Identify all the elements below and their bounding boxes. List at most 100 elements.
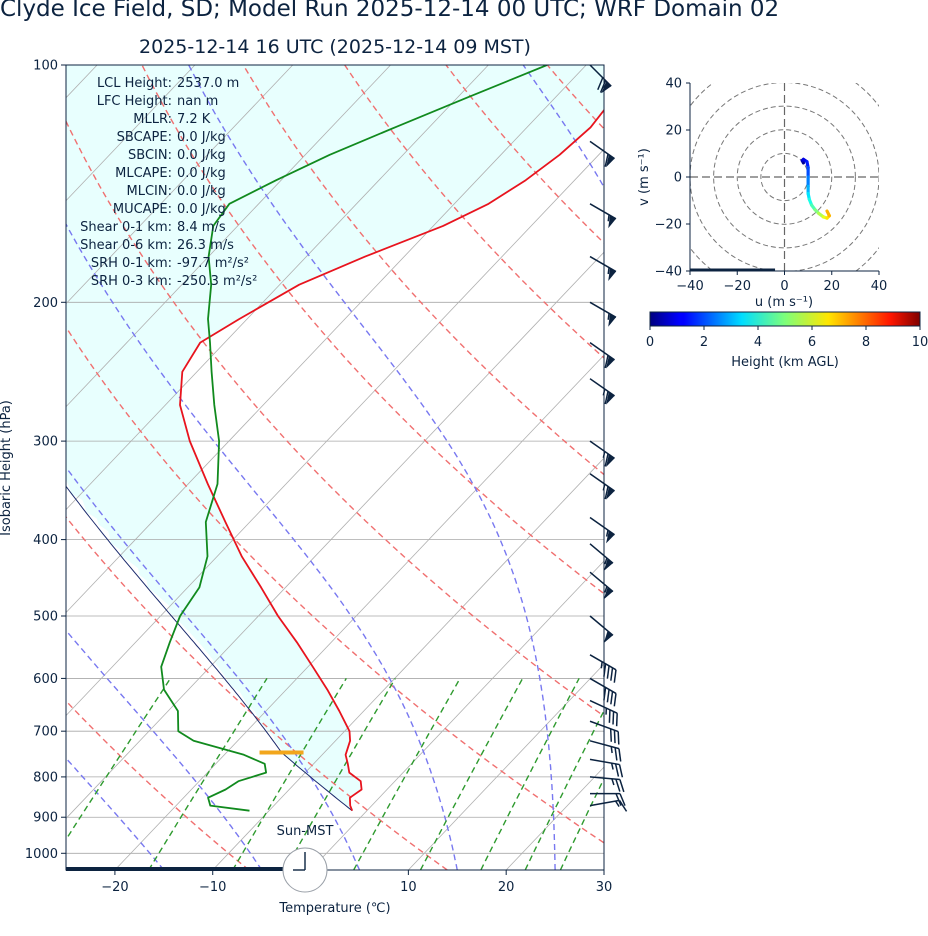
hodograph-ring <box>690 83 879 271</box>
clock-label: Sun-MST <box>277 824 334 839</box>
mixing-ratio-line <box>419 678 524 870</box>
time-clock-icon <box>282 847 328 893</box>
y-tick-label: 100 <box>33 59 58 74</box>
x-tick-label: 20 <box>498 880 515 895</box>
hodograph-x-tick-label: −40 <box>676 279 703 294</box>
hodograph-segment <box>825 209 831 218</box>
wind-barb <box>589 64 612 94</box>
isotherm-gridline <box>114 354 604 870</box>
hodograph-y-tick-label: −40 <box>655 265 682 280</box>
isotherm-gridline <box>603 869 604 870</box>
colorbar-label: Height (km AGL) <box>731 355 839 370</box>
dry-adiabat-line <box>649 65 928 870</box>
wind-barb <box>589 758 624 778</box>
mixing-ratio-line <box>353 678 461 870</box>
stat-label: Shear 0-6 km: <box>80 238 172 253</box>
wind-barb <box>589 342 616 369</box>
y-tick-label: 800 <box>33 770 58 785</box>
stat-label: SBCAPE: <box>117 130 172 145</box>
hodograph-x-tick-label: 20 <box>823 279 840 294</box>
y-axis-label: Isobaric Height (hPa) <box>0 400 14 536</box>
y-tick-label: 500 <box>33 609 58 624</box>
wind-barb <box>589 473 616 500</box>
wind-barb <box>589 440 616 468</box>
dry-adiabat-line <box>66 325 604 844</box>
wind-barb <box>589 799 628 812</box>
colorbar-tick-label: 4 <box>754 335 762 350</box>
stat-value: 0.0 J/kg <box>177 148 226 163</box>
dry-adiabat-line <box>242 65 604 476</box>
wind-barb <box>589 720 620 745</box>
stat-value: 8.4 m/s <box>177 220 226 235</box>
wind-barb <box>589 516 616 544</box>
colorbar-tick-label: 2 <box>700 335 708 350</box>
y-tick-label: 700 <box>33 725 58 740</box>
isotherm-gridline <box>66 251 604 820</box>
hodograph-y-tick-label: −20 <box>655 218 682 233</box>
moist-adiabat-line <box>188 65 556 870</box>
x-tick-label: 10 <box>400 880 417 895</box>
chart-title: Clyde Ice Field, SD; Model Run 2025-12-1… <box>0 0 780 22</box>
isotherm-gridline <box>310 560 604 870</box>
dewpoint-profile-line <box>160 65 548 812</box>
hodograph-y-label: v (m s⁻¹) <box>637 148 652 206</box>
stat-value: 0.0 J/kg <box>177 184 226 199</box>
mixing-ratio-line <box>524 709 604 870</box>
mixing-ratio-line <box>66 678 171 841</box>
x-tick-label: −20 <box>101 880 128 895</box>
stat-label: LFC Height: <box>97 94 172 109</box>
isotherm-gridline <box>408 663 604 870</box>
dry-adiabat-line <box>66 699 250 870</box>
stat-label: MLCIN: <box>127 184 172 199</box>
mixing-ratio-line <box>559 776 604 870</box>
dry-adiabat-line <box>750 65 928 870</box>
y-tick-label: 900 <box>33 811 58 826</box>
hodograph-ring <box>713 105 856 249</box>
mixing-ratio-line <box>232 678 347 870</box>
stat-label: SBCIN: <box>128 148 172 163</box>
stat-label: MUCAPE: <box>113 202 172 217</box>
colorbar-tick-label: 8 <box>862 335 870 350</box>
wind-barb <box>589 301 617 327</box>
y-tick-label: 400 <box>33 533 58 548</box>
wind-barb <box>589 571 614 600</box>
hodograph-y-tick-label: 0 <box>674 171 682 186</box>
hodograph-x-tick-label: −20 <box>724 279 751 294</box>
hodograph-x-label: u (m s⁻¹) <box>755 295 813 310</box>
x-axis-label: Temperature (℃) <box>278 901 390 916</box>
y-tick-label: 600 <box>33 672 58 687</box>
wind-barb <box>589 699 618 727</box>
moist-adiabat-line <box>66 466 361 870</box>
colorbar-tick-label: 0 <box>646 335 654 350</box>
y-tick-label: 1000 <box>25 847 58 862</box>
colorbar-tick-label: 10 <box>912 335 928 350</box>
dry-adiabat-line <box>141 65 604 595</box>
temperature-profile-line <box>179 108 604 812</box>
stat-label: MLLR: <box>133 112 172 127</box>
isotherm-gridline <box>66 65 196 202</box>
mixing-ratio-line <box>148 678 268 870</box>
wind-barb <box>589 615 614 644</box>
wind-barb <box>590 792 626 806</box>
plot-frame <box>65 64 605 871</box>
x-tick-label: 30 <box>596 880 613 895</box>
stat-value: 7.2 K <box>177 112 211 127</box>
stat-label: MLCAPE: <box>115 166 172 181</box>
stat-value: -250.3 m²/s² <box>177 274 257 289</box>
moist-adiabat-line <box>522 65 604 189</box>
stat-label: LCL Height: <box>97 76 172 91</box>
stat-value: -97.7 m²/s² <box>177 256 249 271</box>
wind-barb <box>589 654 617 683</box>
hodograph-y-tick-label: 40 <box>665 77 682 92</box>
isotherm-gridline <box>702 65 928 870</box>
isotherm-gridline <box>66 65 391 408</box>
x-tick-label: −10 <box>199 880 226 895</box>
stat-value: 0.0 J/kg <box>177 166 226 181</box>
wind-barb <box>589 543 614 572</box>
isotherm-gridline <box>66 65 587 614</box>
isotherm-gridline <box>66 148 604 717</box>
colorbar <box>649 311 921 327</box>
stat-label: SRH 0-1 km: <box>91 256 172 271</box>
hodograph-x-tick-label: 40 <box>871 279 888 294</box>
